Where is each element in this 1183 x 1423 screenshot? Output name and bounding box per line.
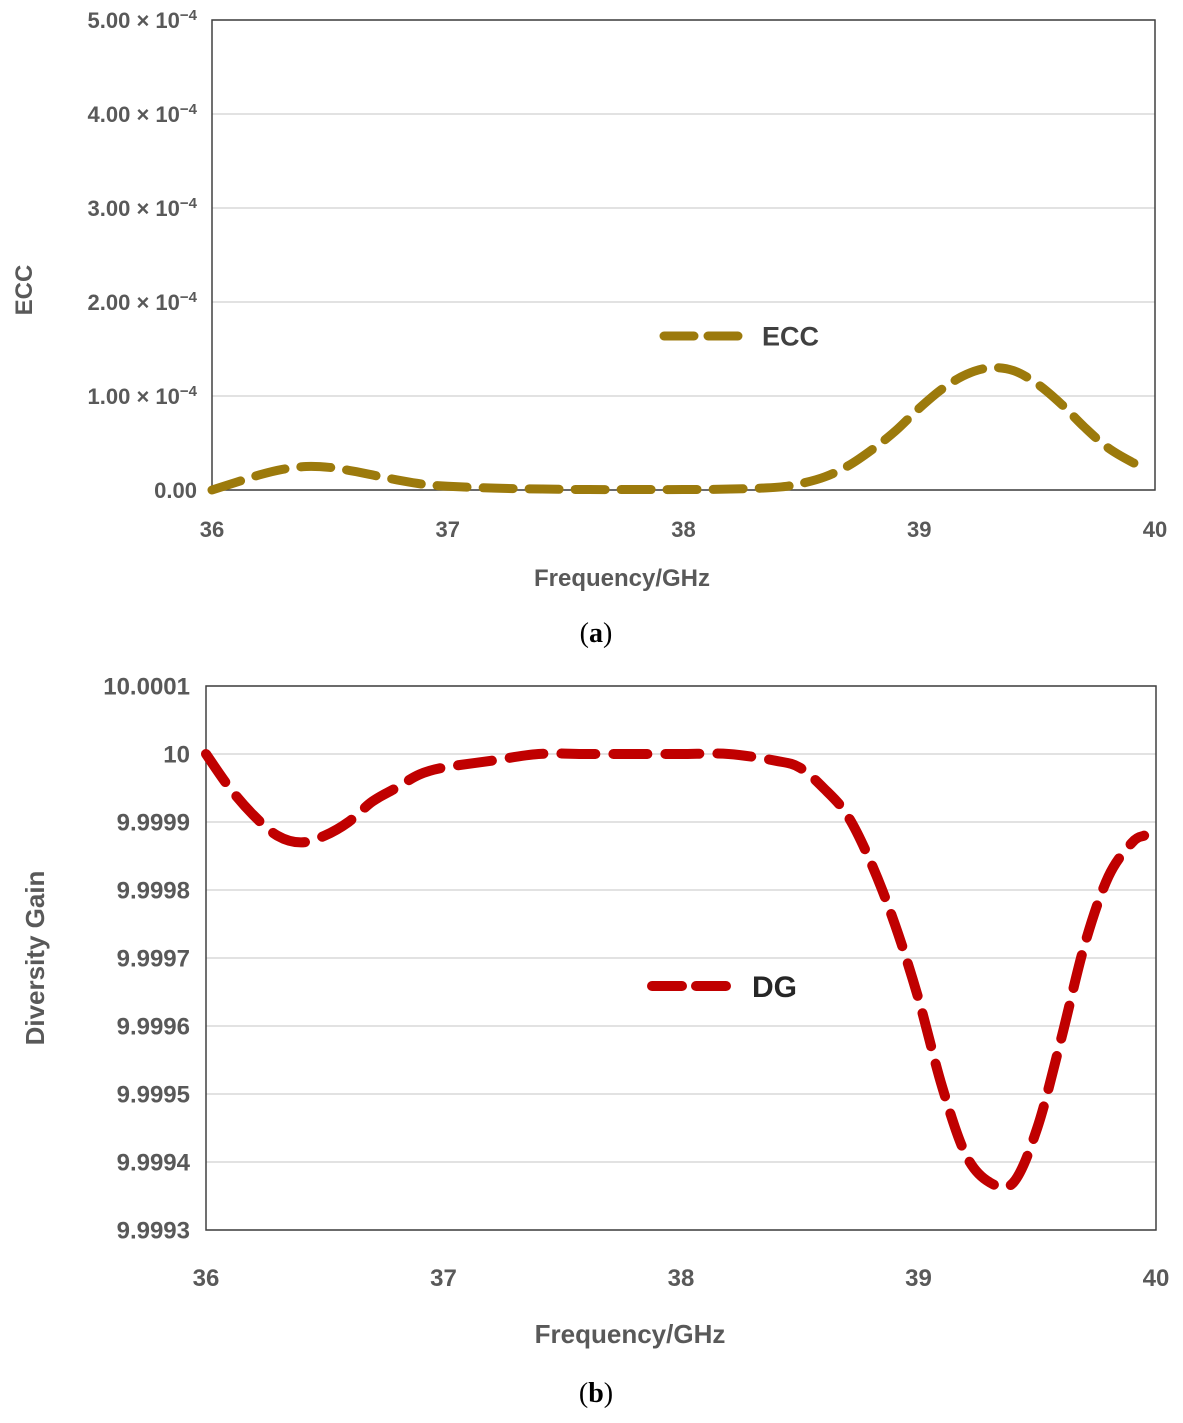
x-tick-label-0: 36	[200, 517, 224, 542]
legend-label: DG	[752, 971, 797, 1004]
y-tick-label-6: 9.9999	[117, 810, 190, 837]
caption-paren-close: )	[604, 1378, 613, 1409]
legend-label: ECC	[762, 322, 819, 352]
y-tick-label-4: 9.9997	[117, 946, 190, 973]
y-tick-label-0: 9.9993	[117, 1218, 190, 1245]
y-tick-exponent: −4	[180, 100, 198, 117]
y-tick-exponent: −4	[180, 382, 198, 399]
y-axis-title: ECC	[11, 265, 38, 316]
series-line-dg	[201, 748, 1150, 1193]
x-tick-label-2: 38	[671, 517, 695, 542]
x-tick-label-2: 38	[668, 1265, 695, 1292]
plot-area	[205, 685, 1157, 1231]
y-tick-base: 4.00 × 10	[88, 102, 180, 127]
x-axis-title: Frequency/GHz	[534, 565, 710, 592]
y-tick-label-7: 10	[163, 742, 190, 769]
y-tick-label-8: 10.0001	[103, 674, 190, 701]
caption-paren-close: )	[603, 618, 612, 649]
y-tick-base: 1.00 × 10	[88, 384, 180, 409]
x-tick-label-4: 40	[1143, 517, 1167, 542]
x-tick-label-0: 36	[193, 1265, 220, 1292]
y-tick-label-1: 9.9994	[117, 1150, 191, 1177]
x-axis-title: Frequency/GHz	[535, 1319, 726, 1349]
series-line-ecc	[207, 363, 1148, 495]
plot-area	[211, 19, 1156, 491]
panel-caption: (b)	[579, 1378, 613, 1409]
legend: ECC	[659, 322, 819, 352]
y-tick-exponent: −4	[180, 6, 198, 23]
y-tick-label-5: 5.00 × 10−4	[88, 6, 198, 32]
chart-b: 9.9993 9.9994 9.9995 9.9996 9.9997 9.9998 9.99…	[20, 674, 1169, 1409]
x-tick-label-3: 39	[905, 1265, 932, 1292]
caption-letter: b	[588, 1378, 604, 1409]
y-axis-title: Diversity Gain	[20, 871, 50, 1046]
panel-caption: (a)	[580, 618, 613, 649]
y-tick-label-0: 0.00	[154, 478, 197, 503]
y-tick-label-3: 3.00 × 10−4	[88, 194, 198, 221]
x-tick-label-1: 37	[436, 517, 460, 542]
caption-paren-open: (	[580, 618, 589, 649]
x-tick-label-1: 37	[430, 1265, 457, 1292]
y-tick-label-2: 9.9995	[117, 1082, 190, 1109]
legend: DG	[647, 971, 797, 1004]
chart-a: 0.001.00 × 10−42.00 × 10−43.00 × 10−44.0…	[11, 6, 1167, 649]
y-tick-label-3: 9.9996	[117, 1014, 190, 1041]
y-tick-label-1: 1.00 × 10−4	[88, 382, 198, 409]
y-tick-label-2: 2.00 × 10−4	[88, 288, 198, 315]
y-tick-base: 3.00 × 10	[88, 196, 180, 221]
x-tick-label-3: 39	[907, 517, 931, 542]
x-tick-label-4: 40	[1143, 1265, 1170, 1292]
y-tick-base: 2.00 × 10	[88, 290, 180, 315]
caption-paren-open: (	[579, 1378, 588, 1409]
y-tick-exponent: −4	[180, 194, 198, 211]
caption-letter: a	[589, 618, 603, 649]
y-tick-label-4: 4.00 × 10−4	[88, 100, 198, 127]
y-tick-label-5: 9.9998	[117, 878, 190, 905]
y-tick-exponent: −4	[180, 288, 198, 305]
y-tick-base: 5.00 × 10	[88, 8, 180, 33]
